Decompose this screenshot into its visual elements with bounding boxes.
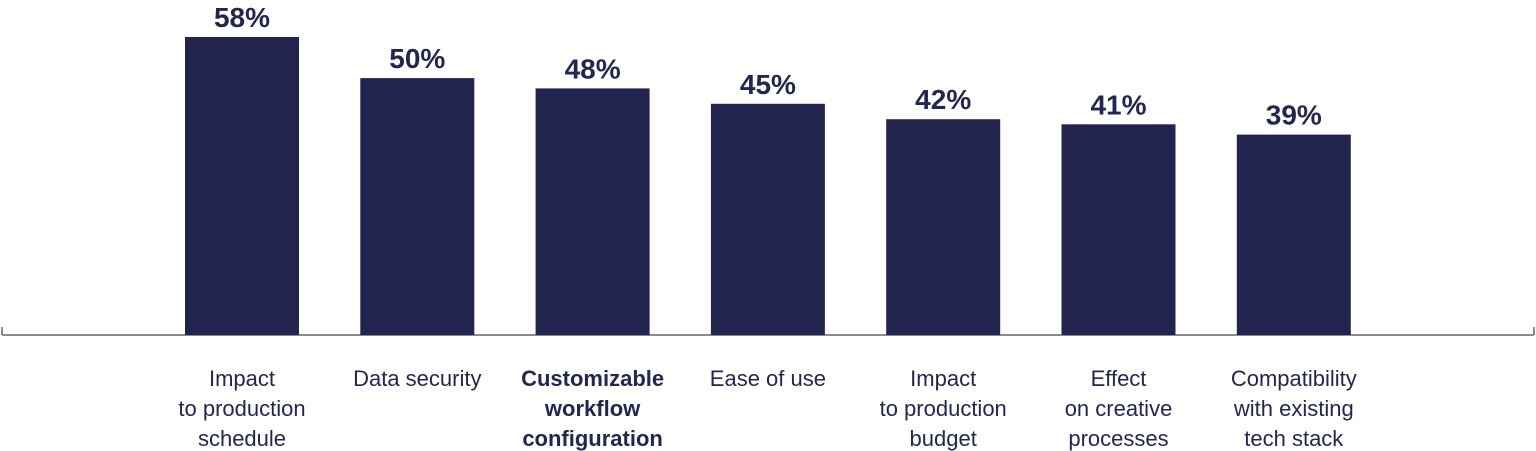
category-label-7: Compatibility with existing tech stack bbox=[1231, 366, 1357, 451]
category-label-line: with existing bbox=[1233, 396, 1354, 421]
category-label-line: Impact bbox=[209, 366, 275, 391]
category-label-line: Effect bbox=[1091, 366, 1147, 391]
value-label-6: 41% bbox=[1090, 89, 1146, 120]
category-label-5: Impact to production budget bbox=[880, 366, 1007, 451]
bar-3 bbox=[535, 88, 650, 336]
category-labels-group: Impact to production schedule Data security… bbox=[178, 366, 1356, 451]
value-label-7: 39% bbox=[1266, 100, 1322, 131]
category-label-line: budget bbox=[910, 426, 977, 451]
value-label-5: 42% bbox=[915, 84, 971, 115]
category-label-4: Ease of use bbox=[710, 366, 826, 391]
category-label-line: configuration bbox=[522, 426, 663, 451]
value-labels-group: 58% 50% 48% 45% 42% 41% 39% bbox=[214, 2, 1322, 131]
bar-7 bbox=[1236, 134, 1351, 335]
value-label-1: 58% bbox=[214, 2, 270, 33]
category-label-line: Customizable bbox=[521, 366, 664, 391]
category-label-line: Data security bbox=[353, 366, 481, 391]
category-label-line: workflow bbox=[544, 396, 641, 421]
value-label-3: 48% bbox=[565, 53, 621, 84]
category-label-line: on creative bbox=[1065, 396, 1173, 421]
category-label-line: Compatibility bbox=[1231, 366, 1357, 391]
category-label-line: Ease of use bbox=[710, 366, 826, 391]
category-label-1: Impact to production schedule bbox=[178, 366, 305, 451]
category-label-line: schedule bbox=[198, 426, 286, 451]
category-label-6: Effect on creative processes bbox=[1065, 366, 1173, 451]
value-label-4: 45% bbox=[740, 69, 796, 100]
bar-1 bbox=[185, 37, 299, 335]
bar-6 bbox=[1061, 124, 1176, 335]
category-label-line: tech stack bbox=[1244, 426, 1344, 451]
category-label-line: processes bbox=[1068, 426, 1168, 451]
bar-5 bbox=[886, 119, 1001, 335]
category-label-line: to production bbox=[178, 396, 305, 421]
category-label-3: Customizable workflow configuration bbox=[521, 366, 664, 451]
bar-2 bbox=[360, 78, 475, 335]
category-label-line: to production bbox=[880, 396, 1007, 421]
category-label-line: Impact bbox=[910, 366, 976, 391]
value-label-2: 50% bbox=[389, 43, 445, 74]
bar-4 bbox=[710, 103, 825, 335]
bars-group bbox=[185, 37, 1351, 336]
category-label-2: Data security bbox=[353, 366, 481, 391]
